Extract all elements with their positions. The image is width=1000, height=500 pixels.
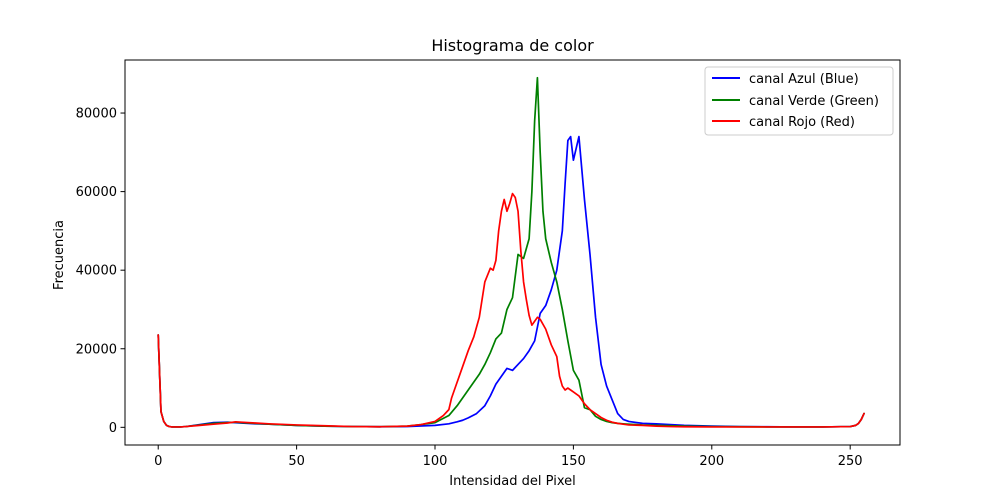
legend: canal Azul (Blue) canal Verde (Green) ca… <box>704 66 894 136</box>
y-axis-label: Frecuencia <box>52 220 67 290</box>
axes-frame <box>124 59 901 446</box>
legend-label-blue: canal Azul (Blue) <box>749 72 859 87</box>
series-line-red <box>157 192 865 428</box>
x-tick-label: 200 <box>699 454 724 469</box>
legend-box <box>704 66 894 136</box>
y-tick-label: 60000 <box>76 185 117 200</box>
y-tick-label: 40000 <box>76 264 117 279</box>
x-tick-label: 150 <box>561 454 586 469</box>
axes-ticks: 0 50 100 150 200 250 0 20000 40000 60000 80000 <box>76 107 863 469</box>
legend-label-red: canal Rojo (Red) <box>749 115 855 130</box>
x-tick-label: 100 <box>423 454 448 469</box>
chart-title: Histograma de color <box>431 36 594 55</box>
x-tick-label: 250 <box>838 454 863 469</box>
x-tick-label: 50 <box>288 454 305 469</box>
y-tick-label: 80000 <box>76 107 117 122</box>
y-tick-label: 20000 <box>76 342 117 357</box>
x-tick-label: 0 <box>154 454 162 469</box>
legend-label-green: canal Verde (Green) <box>749 94 879 109</box>
y-tick-label: 0 <box>109 421 117 436</box>
x-axis-label: Intensidad del Pixel <box>449 474 575 489</box>
